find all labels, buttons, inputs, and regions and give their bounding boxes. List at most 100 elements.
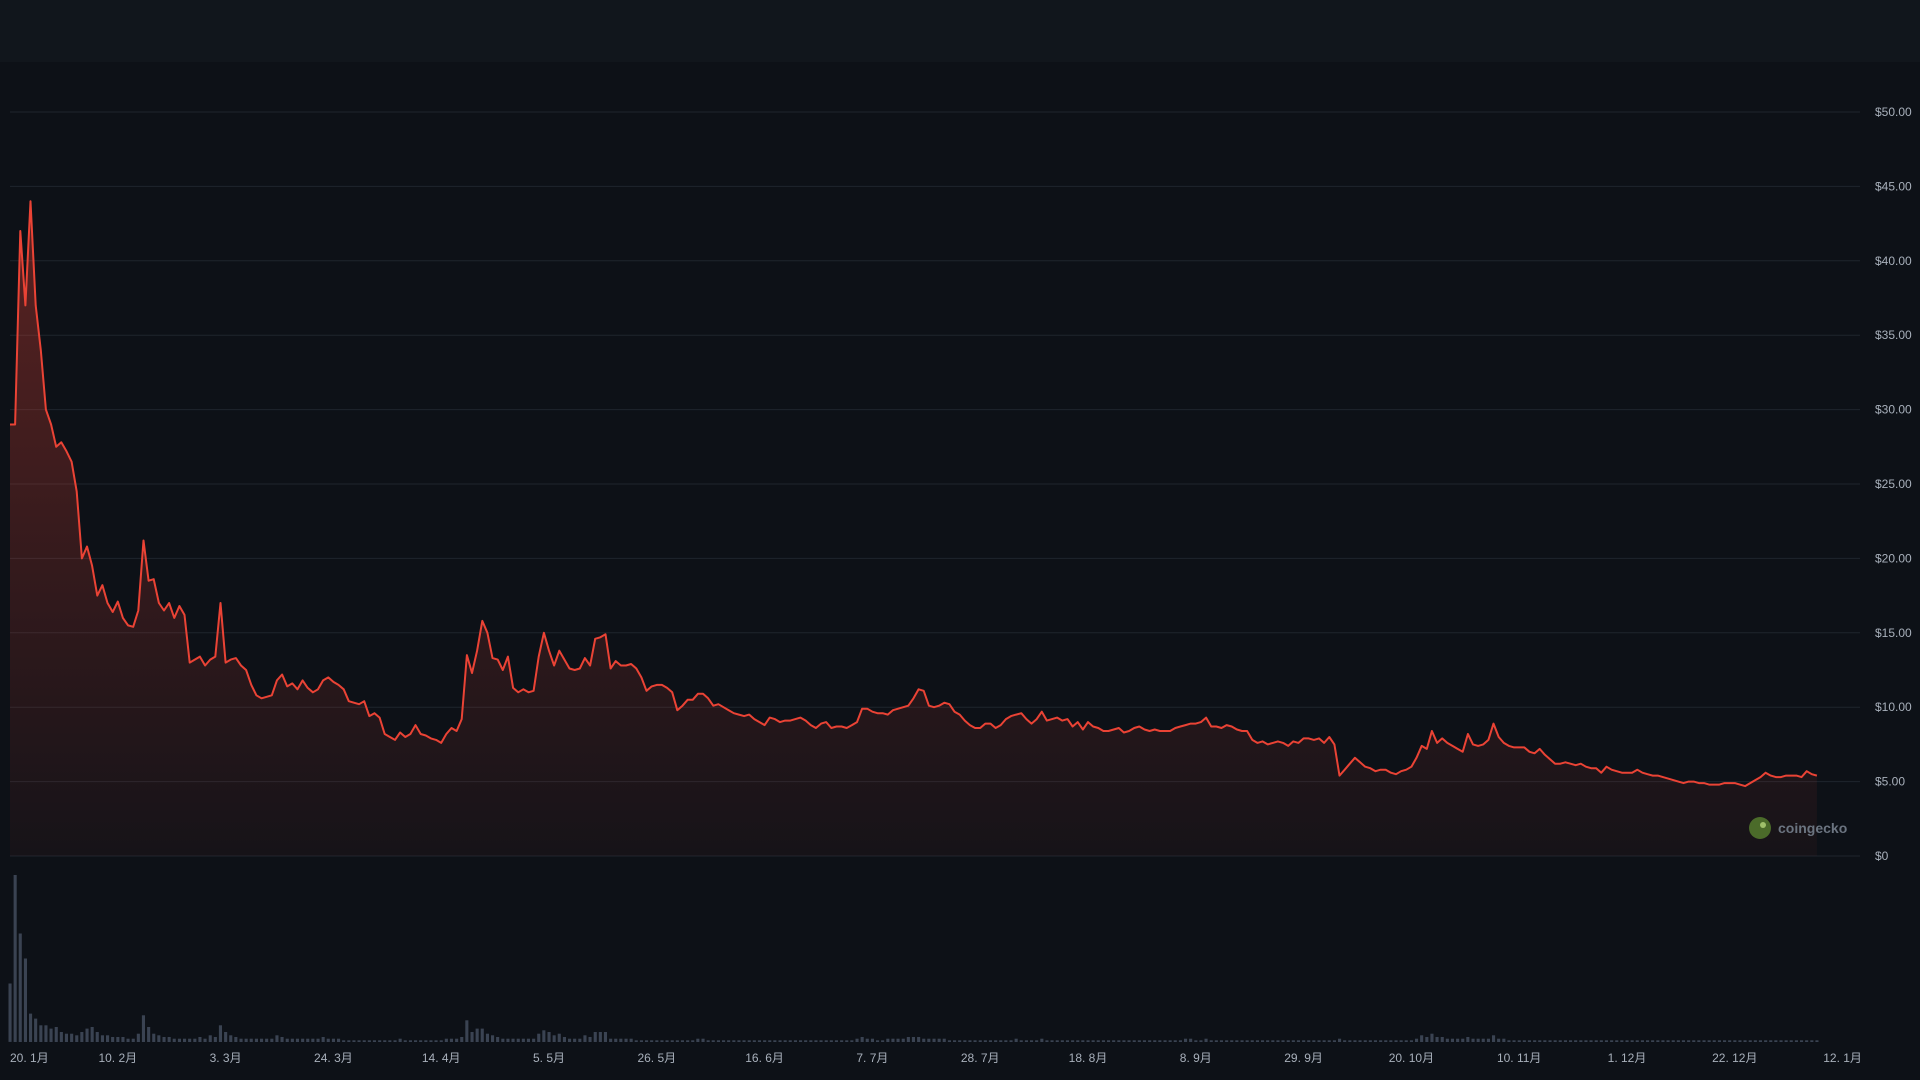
volume-bar bbox=[793, 1040, 797, 1042]
volume-bar bbox=[90, 1027, 94, 1042]
volume-bar bbox=[1753, 1040, 1757, 1042]
x-tick-label: 24. 3月 bbox=[314, 1051, 353, 1065]
y-tick-label: $50.00 bbox=[1875, 105, 1912, 119]
volume-bar bbox=[1194, 1040, 1198, 1042]
volume-bar bbox=[1379, 1040, 1383, 1042]
y-tick-label: $15.00 bbox=[1875, 626, 1912, 640]
volume-bar bbox=[1733, 1040, 1737, 1042]
volume-bar bbox=[814, 1040, 818, 1042]
volume-bar bbox=[1676, 1040, 1680, 1042]
x-tick-label: 8. 9月 bbox=[1180, 1051, 1212, 1065]
volume-bar bbox=[1055, 1040, 1059, 1042]
volume-bar bbox=[988, 1040, 992, 1042]
price-line[interactable] bbox=[10, 200, 1818, 788]
volume-bar bbox=[59, 1032, 63, 1042]
volume-bar bbox=[141, 1015, 145, 1042]
volume-bar bbox=[1322, 1040, 1326, 1042]
volume-bar bbox=[100, 1035, 104, 1042]
volume-bar bbox=[706, 1040, 710, 1042]
volume-bar bbox=[516, 1038, 520, 1042]
volume-bar bbox=[224, 1032, 228, 1042]
volume-bar bbox=[485, 1033, 489, 1042]
volume-bar bbox=[414, 1040, 418, 1042]
volume-bar bbox=[126, 1038, 130, 1042]
volume-bar bbox=[342, 1040, 346, 1042]
volume-bar bbox=[1399, 1040, 1403, 1042]
volume-bar bbox=[1415, 1038, 1419, 1042]
volume-bar bbox=[532, 1038, 536, 1042]
volume-bar bbox=[773, 1040, 777, 1042]
volume-bar bbox=[670, 1040, 674, 1042]
volume-bar bbox=[496, 1037, 500, 1042]
volume-bar bbox=[434, 1040, 438, 1042]
x-tick-label: 20. 1月 bbox=[10, 1051, 49, 1065]
volume-bar bbox=[1373, 1040, 1377, 1042]
volume-bar bbox=[1748, 1040, 1752, 1042]
volume-bar bbox=[275, 1035, 279, 1042]
volume-bar bbox=[788, 1040, 792, 1042]
volume-bar bbox=[460, 1037, 464, 1042]
volume-bar bbox=[655, 1040, 659, 1042]
x-tick-label: 7. 7月 bbox=[856, 1051, 888, 1065]
volume-bar bbox=[172, 1038, 176, 1042]
volume-bar bbox=[1574, 1040, 1578, 1042]
volume-bar bbox=[1127, 1040, 1131, 1042]
volume-bar bbox=[917, 1037, 921, 1042]
volume-bar bbox=[203, 1038, 207, 1042]
volume-bar bbox=[850, 1040, 854, 1042]
volume-bar bbox=[645, 1040, 649, 1042]
volume-bar bbox=[829, 1040, 833, 1042]
top-bar bbox=[0, 0, 1920, 62]
volume-bar bbox=[1281, 1040, 1285, 1042]
volume-bar bbox=[1394, 1040, 1398, 1042]
volume-bar bbox=[1071, 1040, 1075, 1042]
volume-bar bbox=[393, 1040, 397, 1042]
volume-bar bbox=[804, 1040, 808, 1042]
volume-bar bbox=[39, 1025, 43, 1042]
volume-bar bbox=[1045, 1040, 1049, 1042]
volume-bar bbox=[711, 1040, 715, 1042]
volume-bar bbox=[1543, 1040, 1547, 1042]
volume-bar bbox=[886, 1038, 890, 1042]
volume-bar bbox=[49, 1028, 53, 1042]
volume-bar bbox=[727, 1040, 731, 1042]
volume-bar bbox=[1656, 1040, 1660, 1042]
volume-bar bbox=[285, 1038, 289, 1042]
volume-bar bbox=[357, 1040, 361, 1042]
volume-bar bbox=[1420, 1035, 1424, 1042]
y-tick-label: $20.00 bbox=[1875, 551, 1912, 565]
x-tick-label: 20. 10月 bbox=[1389, 1051, 1434, 1065]
volume-bar bbox=[1178, 1040, 1182, 1042]
volume-bar bbox=[75, 1035, 79, 1042]
volume-bar bbox=[491, 1035, 495, 1042]
volume-bar bbox=[106, 1035, 110, 1042]
volume-bar bbox=[234, 1037, 238, 1042]
volume-bar bbox=[1240, 1040, 1244, 1042]
x-tick-label: 10. 2月 bbox=[98, 1051, 137, 1065]
volume-bar bbox=[1769, 1040, 1773, 1042]
volume-bar bbox=[1302, 1040, 1306, 1042]
volume-bar bbox=[1245, 1040, 1249, 1042]
coingecko-watermark-text: coingecko bbox=[1778, 820, 1847, 836]
volume-bar bbox=[1697, 1040, 1701, 1042]
volume-bar bbox=[768, 1040, 772, 1042]
x-tick-label: 10. 11月 bbox=[1497, 1051, 1541, 1065]
volume-bar bbox=[1199, 1040, 1203, 1042]
volume-bar bbox=[321, 1037, 325, 1042]
volume-bar bbox=[1599, 1040, 1603, 1042]
volume-bar bbox=[1040, 1038, 1044, 1042]
volume-bar bbox=[1466, 1037, 1470, 1042]
volume-bar bbox=[290, 1038, 294, 1042]
volume-bar bbox=[301, 1038, 305, 1042]
volume-bar bbox=[614, 1038, 618, 1042]
volume-bar bbox=[1805, 1040, 1809, 1042]
volume-bar bbox=[1255, 1040, 1259, 1042]
volume-bar bbox=[64, 1033, 68, 1042]
x-tick-label: 28. 7月 bbox=[961, 1051, 1000, 1065]
volume-bar bbox=[1681, 1040, 1685, 1042]
volume-bar bbox=[598, 1032, 602, 1042]
volume-bar bbox=[1327, 1040, 1331, 1042]
volume-bar bbox=[1122, 1040, 1126, 1042]
volume-bar bbox=[1666, 1040, 1670, 1042]
